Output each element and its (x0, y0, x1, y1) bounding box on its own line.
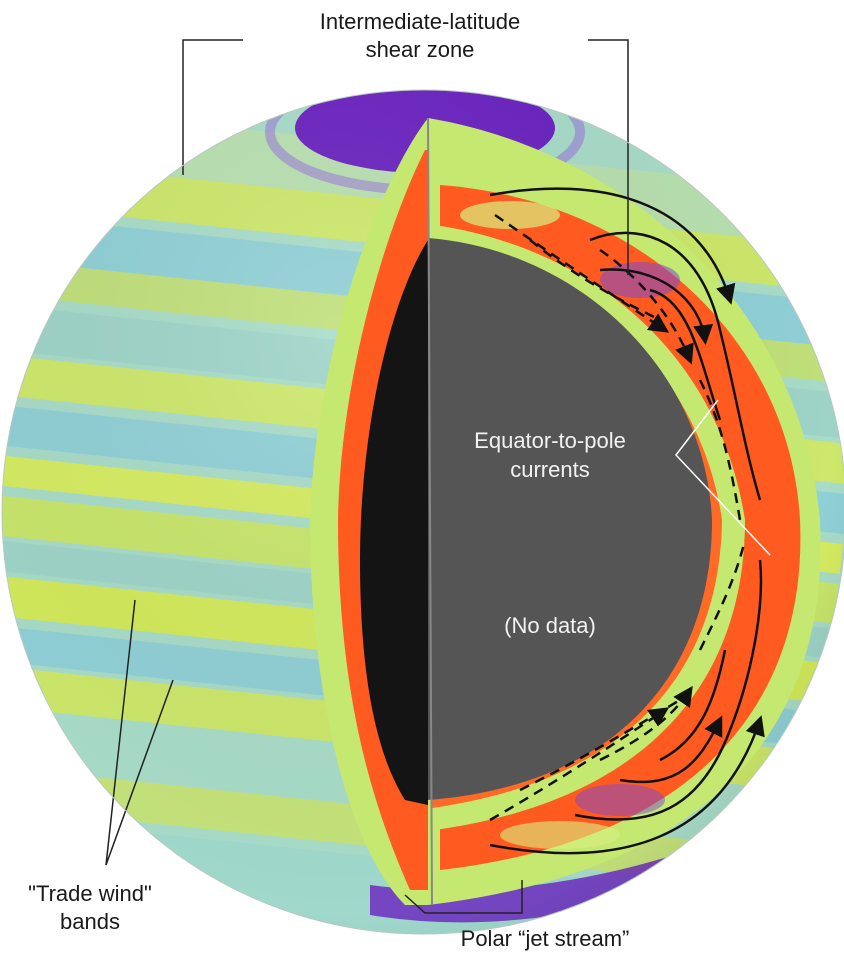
flow-dashed-arrow (519, 698, 681, 792)
cutaway-interior (310, 117, 821, 906)
sphere-outline (1, 89, 844, 935)
flow-dashed-arrow (529, 239, 661, 322)
leader-trade-wind-2 (105, 679, 174, 866)
flow-dashed-arrow (698, 539, 747, 651)
leader-trade-wind-1 (105, 599, 136, 866)
flow-solid-arrow (589, 231, 762, 501)
label-trade-wind-line2: bands (60, 909, 120, 934)
flow-solid-arrow (599, 268, 714, 345)
flow-dashed-arrow (599, 685, 693, 762)
flow-dashed-arrow (494, 213, 670, 333)
flow-solid-arrow (489, 187, 736, 305)
flow-solid-arrow (489, 715, 765, 855)
cut-seam (427, 117, 433, 906)
leader-equator (675, 399, 771, 556)
label-shear-zone-line2: shear zone (365, 37, 475, 62)
flow-solid-arrow (659, 649, 727, 762)
leader-shear-zone-left (182, 39, 243, 175)
label-polar-jet: Polar “jet stream” (460, 926, 630, 951)
flow-solid-arrow (649, 288, 722, 421)
label-no-data: (No data) (504, 613, 596, 638)
leader-polar-jet (404, 880, 523, 914)
leader-lines (105, 39, 771, 914)
label-equator-line1: Equator-to-pole (474, 428, 626, 453)
label-trade-wind-line1: "Trade wind" (28, 881, 152, 906)
flow-dashed-arrow (599, 248, 694, 365)
circulation-arrows (489, 187, 765, 855)
flow-dashed-arrow (698, 379, 742, 521)
core-dark (360, 240, 428, 805)
flow-solid-arrow (619, 715, 723, 784)
leader-shear-zone-right (588, 39, 629, 275)
label-equator-line2: currents (510, 457, 590, 482)
flow-solid-arrow (574, 559, 763, 821)
label-shear-zone-line1: Intermediate-latitude (319, 9, 521, 34)
core-gray (428, 238, 712, 800)
